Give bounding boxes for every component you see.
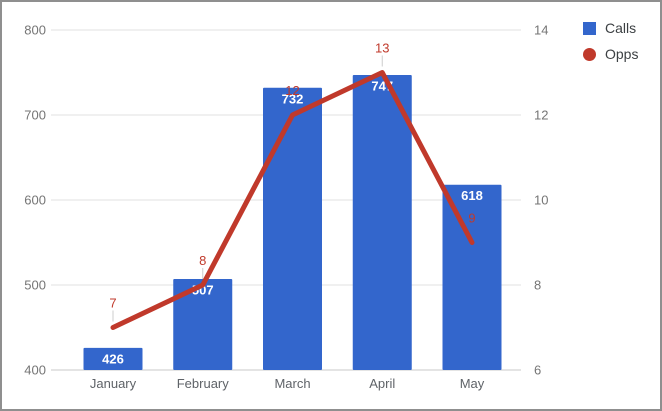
legend-label-calls: Calls — [605, 20, 637, 36]
right-axis-tick: 10 — [534, 193, 548, 208]
left-axis-tick: 400 — [24, 363, 46, 378]
bar-january[interactable] — [83, 347, 143, 370]
left-axis-tick: 800 — [24, 23, 46, 38]
bar-april[interactable] — [352, 75, 412, 371]
point-value-label: 9 — [468, 211, 475, 226]
left-axis-tick: 500 — [24, 278, 46, 293]
legend-item-opps[interactable]: Opps — [583, 46, 638, 62]
bar-value-label: 618 — [461, 188, 483, 203]
legend-label-opps: Opps — [605, 46, 639, 62]
bar-value-label: 426 — [102, 351, 124, 366]
category-label: April — [369, 376, 395, 391]
bar-march[interactable] — [263, 87, 322, 371]
left-axis-tick: 700 — [24, 108, 46, 123]
right-axis-tick: 14 — [534, 23, 548, 38]
category-label: May — [460, 376, 485, 391]
category-label: February — [177, 376, 230, 391]
calls-square-icon — [583, 21, 596, 35]
category-label: January — [90, 376, 137, 391]
opps-circle-icon — [583, 47, 596, 61]
right-axis-tick: 12 — [534, 108, 548, 123]
right-axis-tick: 6 — [534, 363, 541, 378]
point-value-label: 7 — [109, 296, 116, 311]
bar-may[interactable] — [442, 184, 502, 370]
point-value-label: 12 — [285, 83, 299, 98]
point-value-label: 13 — [375, 41, 389, 56]
chart-legend: Calls Opps — [583, 20, 638, 62]
category-label: March — [274, 376, 310, 391]
left-axis-tick: 600 — [24, 193, 46, 208]
bar-february[interactable] — [173, 279, 233, 370]
point-value-label: 8 — [199, 253, 206, 268]
right-axis-tick: 8 — [534, 278, 541, 293]
legend-item-calls[interactable]: Calls — [583, 20, 638, 36]
line-opps[interactable] — [110, 70, 475, 330]
bar-value-label: 732 — [282, 91, 304, 106]
